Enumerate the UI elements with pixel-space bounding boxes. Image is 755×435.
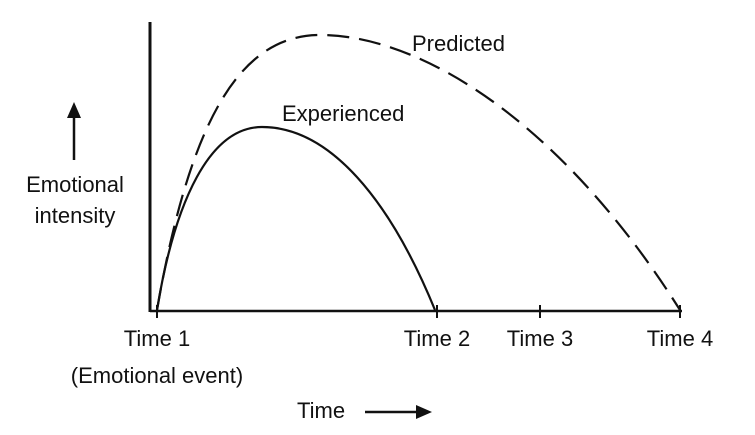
x-label: Time 2 [404, 326, 470, 351]
predicted-curve [155, 33, 681, 311]
up-arrowhead [67, 102, 81, 118]
curve-label: Experienced [282, 101, 404, 126]
x-axis-label: Time [297, 398, 345, 423]
x-label: Time 3 [507, 326, 573, 351]
curve-label: Predicted [412, 31, 505, 56]
x-label: Time 1 [124, 326, 190, 351]
experienced-curve [155, 125, 437, 311]
event-note: (Emotional event) [71, 363, 243, 388]
y-axis-label: Emotional [26, 172, 124, 197]
right-arrowhead [416, 405, 432, 419]
y-axis-label: intensity [35, 203, 116, 228]
x-label: Time 4 [647, 326, 713, 351]
